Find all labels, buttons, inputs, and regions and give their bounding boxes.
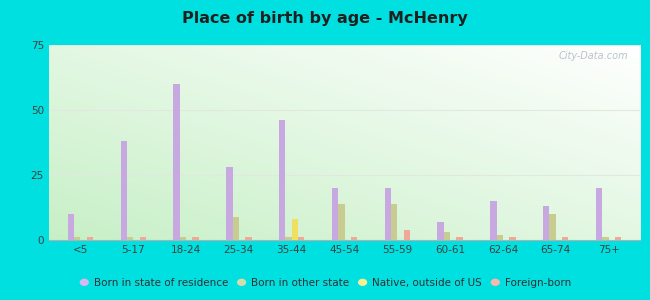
Bar	[121, 141, 127, 240]
Bar	[298, 237, 304, 240]
Bar	[233, 217, 239, 240]
Bar	[292, 219, 298, 240]
Bar	[87, 237, 93, 240]
Bar	[490, 201, 497, 240]
Text: City-Data.com: City-Data.com	[559, 51, 629, 61]
Bar	[74, 237, 81, 240]
Bar	[279, 120, 285, 240]
Bar	[338, 204, 344, 240]
Legend: Born in state of residence, Born in other state, Native, outside of US, Foreign-: Born in state of residence, Born in othe…	[75, 274, 575, 292]
Bar	[385, 188, 391, 240]
Bar	[174, 84, 179, 240]
Bar	[562, 237, 568, 240]
Bar	[127, 237, 133, 240]
Bar	[549, 214, 556, 240]
Bar	[437, 222, 444, 240]
Bar	[226, 167, 233, 240]
Bar	[192, 237, 199, 240]
Bar	[351, 237, 357, 240]
Bar	[444, 232, 450, 240]
Bar	[140, 237, 146, 240]
Bar	[510, 237, 515, 240]
Text: Place of birth by age - McHenry: Place of birth by age - McHenry	[182, 11, 468, 26]
Bar	[497, 235, 503, 240]
Bar	[245, 237, 252, 240]
Bar	[596, 188, 602, 240]
Bar	[332, 188, 338, 240]
Bar	[404, 230, 410, 240]
Bar	[285, 237, 292, 240]
Bar	[68, 214, 74, 240]
Bar	[543, 206, 549, 240]
Bar	[391, 204, 397, 240]
Bar	[602, 237, 608, 240]
Bar	[456, 237, 463, 240]
Bar	[615, 237, 621, 240]
Bar	[179, 237, 186, 240]
